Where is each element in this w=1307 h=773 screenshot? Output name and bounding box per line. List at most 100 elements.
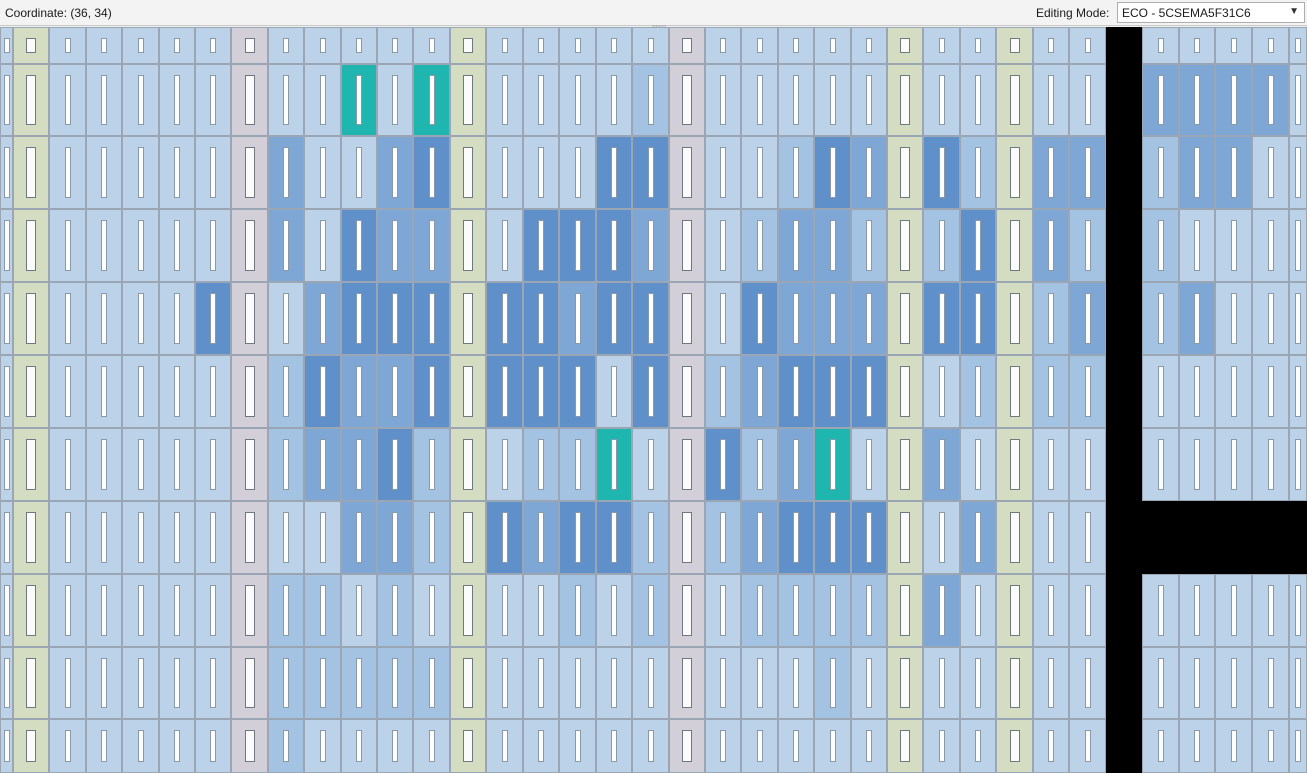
lab-cell[interactable] [195,209,231,282]
lab-cell[interactable] [960,27,996,64]
lab-cell[interactable] [0,428,13,501]
lab-cell[interactable] [741,209,778,282]
lab-cell[interactable] [1069,27,1106,64]
lab-cell[interactable] [851,719,887,773]
chip-planner-canvas[interactable] [0,27,1307,773]
lab-cell[interactable] [1142,647,1179,719]
lab-cell[interactable] [778,501,814,574]
lab-cell[interactable] [778,719,814,773]
lab-cell[interactable] [705,647,741,719]
lab-cell[interactable] [377,501,413,574]
lab-cell[interactable] [741,136,778,209]
lab-cell[interactable] [159,27,195,64]
lab-cell[interactable] [341,501,377,574]
lab-cell[interactable] [1142,136,1179,209]
lab-cell[interactable] [596,355,632,428]
lab-cell[interactable] [1179,719,1215,773]
lab-cell[interactable] [1252,574,1289,647]
lab-cell[interactable] [960,209,996,282]
io-block-cell[interactable] [996,64,1033,136]
lab-cell[interactable] [86,64,122,136]
lab-cell[interactable] [1142,719,1179,773]
io-block-cell[interactable] [450,719,486,773]
dsp-block-cell[interactable] [231,64,268,136]
lab-cell[interactable] [49,574,86,647]
lab-cell[interactable] [268,209,304,282]
lab-cell[interactable] [632,574,669,647]
lab-cell[interactable] [304,136,341,209]
lab-cell[interactable] [1215,64,1252,136]
lab-cell[interactable] [1215,136,1252,209]
lab-cell[interactable] [1289,64,1307,136]
lab-cell[interactable] [341,428,377,501]
lab-cell[interactable] [486,647,523,719]
lab-cell[interactable] [377,719,413,773]
lab-cell[interactable] [1033,209,1069,282]
lab-cell[interactable] [1033,64,1069,136]
lab-cell[interactable] [851,355,887,428]
lab-cell[interactable] [814,647,851,719]
dsp-block-cell[interactable] [669,719,705,773]
lab-cell[interactable] [559,209,596,282]
lab-cell[interactable] [923,719,960,773]
lab-cell[interactable] [1289,209,1307,282]
lab-cell[interactable] [1069,64,1106,136]
lab-cell[interactable] [523,209,559,282]
lab-cell[interactable] [1289,574,1307,647]
io-block-cell[interactable] [13,282,49,355]
lab-cell[interactable] [596,282,632,355]
lab-cell[interactable] [778,428,814,501]
lab-cell[interactable] [814,428,851,501]
lab-cell[interactable] [1142,209,1179,282]
io-block-cell[interactable] [996,647,1033,719]
lab-cell[interactable] [632,136,669,209]
lab-cell[interactable] [413,574,450,647]
lab-cell[interactable] [413,136,450,209]
io-block-cell[interactable] [887,719,923,773]
lab-cell[interactable] [1215,574,1252,647]
lab-cell[interactable] [86,282,122,355]
io-block-cell[interactable] [887,501,923,574]
lab-cell[interactable] [486,719,523,773]
lab-cell[interactable] [814,501,851,574]
lab-cell[interactable] [0,64,13,136]
lab-cell[interactable] [1069,282,1106,355]
lab-cell[interactable] [268,27,304,64]
lab-cell[interactable] [0,209,13,282]
lab-cell[interactable] [778,647,814,719]
lab-cell[interactable] [0,355,13,428]
dsp-block-cell[interactable] [231,136,268,209]
lab-cell[interactable] [304,428,341,501]
lab-cell[interactable] [559,719,596,773]
io-block-cell[interactable] [996,355,1033,428]
io-block-cell[interactable] [13,64,49,136]
lab-cell[interactable] [377,209,413,282]
lab-cell[interactable] [559,355,596,428]
splitter-grip[interactable] [652,25,666,27]
lab-cell[interactable] [1033,647,1069,719]
lab-cell[interactable] [122,136,159,209]
lab-cell[interactable] [741,64,778,136]
dsp-block-cell[interactable] [669,282,705,355]
lab-cell[interactable] [923,136,960,209]
lab-cell[interactable] [0,574,13,647]
lab-cell[interactable] [86,719,122,773]
lab-cell[interactable] [486,501,523,574]
lab-cell[interactable] [0,282,13,355]
lab-cell[interactable] [159,282,195,355]
lab-cell[interactable] [596,647,632,719]
lab-cell[interactable] [1142,64,1179,136]
lab-cell[interactable] [778,355,814,428]
io-block-cell[interactable] [996,428,1033,501]
lab-cell[interactable] [1252,209,1289,282]
io-block-cell[interactable] [996,209,1033,282]
lab-cell[interactable] [268,282,304,355]
lab-cell[interactable] [960,501,996,574]
lab-cell[interactable] [49,136,86,209]
lab-cell[interactable] [304,719,341,773]
lab-cell[interactable] [159,209,195,282]
lab-cell[interactable] [377,27,413,64]
lab-cell[interactable] [1033,136,1069,209]
io-block-cell[interactable] [996,574,1033,647]
lab-cell[interactable] [1033,282,1069,355]
